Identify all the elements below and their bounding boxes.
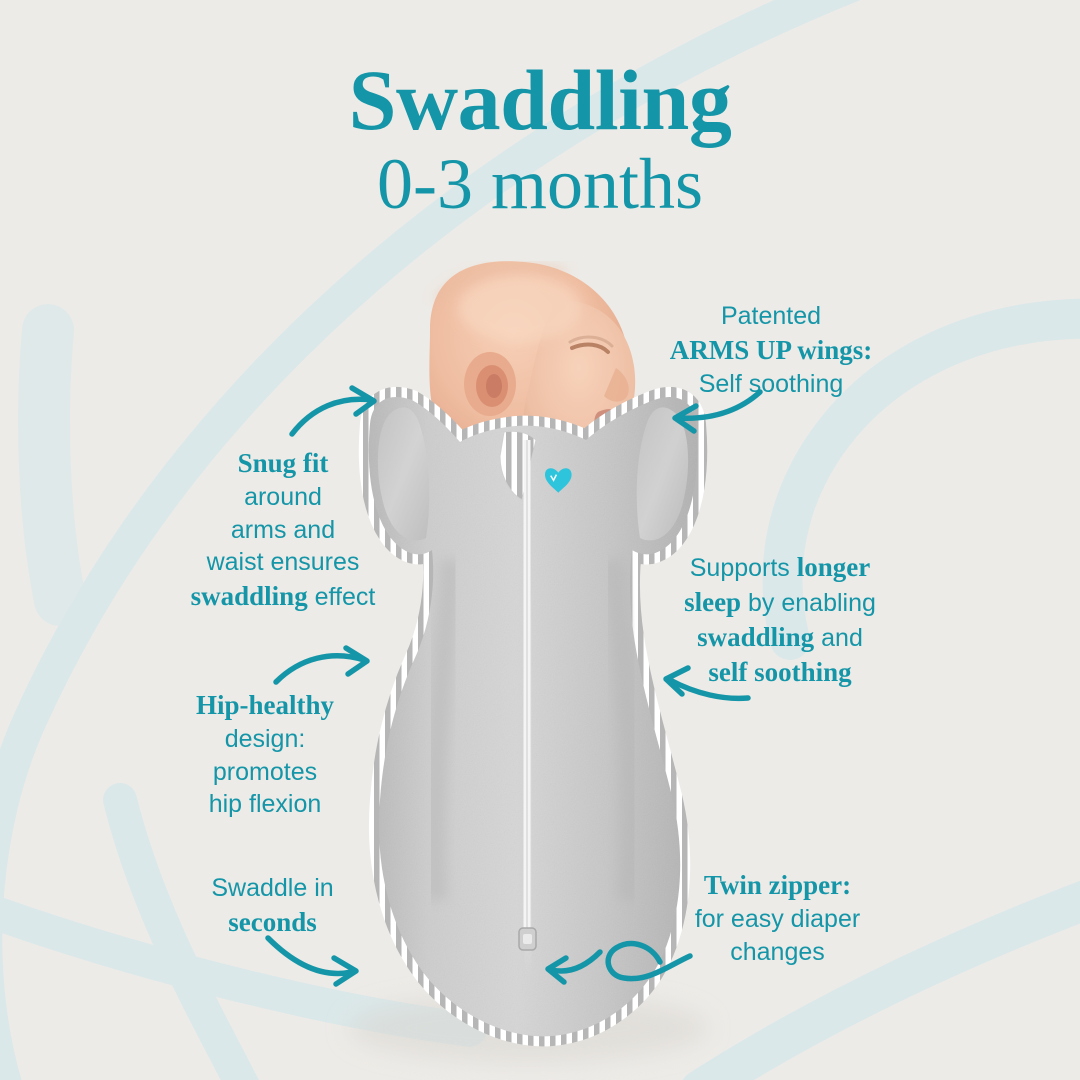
garment-fold-right bbox=[601, 558, 642, 901]
garment-fold-left bbox=[423, 559, 463, 901]
heart-shape bbox=[545, 468, 572, 493]
annotation-hip-healthy: Hip-healthy design: promotes hip flexion bbox=[160, 688, 370, 821]
snug-fit-line1: Snug fit bbox=[237, 448, 329, 478]
swaddle-seconds-line2: seconds bbox=[228, 906, 317, 937]
hip-healthy-line4: hip flexion bbox=[208, 790, 322, 819]
garment-left-wing bbox=[377, 407, 430, 541]
annotation-snug-fit: Snug fit around arms and waist ensures s… bbox=[178, 446, 388, 614]
annotation-longer-sleep: Supports longer sleep by enabling swaddl… bbox=[655, 550, 905, 690]
longer-sleep-l3b: and bbox=[814, 624, 863, 653]
snug-fit-line5-rest: effect bbox=[307, 582, 376, 611]
zipper-pull[interactable] bbox=[518, 927, 537, 951]
hip-healthy-line1: Hip-healthy bbox=[195, 690, 335, 720]
snug-fit-line3: arms and bbox=[230, 515, 336, 544]
twin-zipper[interactable] bbox=[518, 440, 537, 951]
twin-zipper-line3: changes bbox=[730, 937, 825, 966]
title-main-text: Swaddling bbox=[348, 52, 732, 148]
longer-sleep-l2a: sleep bbox=[684, 587, 742, 618]
longer-sleep-l2b: by enabling bbox=[741, 589, 876, 618]
arc-bottom-right-band bbox=[682, 880, 1080, 1080]
swaddle-seconds-line1: Swaddle in bbox=[211, 874, 334, 902]
snug-fit-line5-bold: swaddling bbox=[190, 580, 308, 611]
arc-left-edge-band bbox=[18, 304, 86, 626]
brand-heart-logo bbox=[545, 468, 572, 493]
annotation-swaddle-seconds: Swaddle in seconds bbox=[175, 872, 370, 940]
arc-left-sweep bbox=[0, 0, 861, 1080]
arc-right-sweep bbox=[762, 298, 1080, 660]
baby-hair bbox=[433, 263, 567, 303]
snug-fit-line2: around bbox=[244, 483, 322, 512]
arms-up-line2: ARMS UP wings: bbox=[669, 334, 873, 365]
logo-mark bbox=[550, 474, 558, 482]
longer-sleep-l3a: swaddling bbox=[697, 622, 815, 653]
hip-healthy-line2: design: bbox=[224, 725, 306, 754]
garment-right-wing bbox=[636, 407, 689, 541]
twin-zipper-line2: for easy diaper bbox=[694, 905, 861, 934]
baby-nose bbox=[604, 368, 629, 402]
longer-sleep-l1a: Supports bbox=[689, 554, 797, 582]
swaddle-garment bbox=[369, 397, 697, 1036]
page-title: Swaddling 0-3 months bbox=[0, 52, 1080, 227]
hip-healthy-line3: promotes bbox=[212, 757, 318, 786]
arms-up-line1: Patented bbox=[720, 302, 822, 330]
baby-eye-closed bbox=[570, 342, 610, 354]
forehead-highlight bbox=[458, 274, 582, 342]
longer-sleep-l1b: longer bbox=[796, 552, 871, 582]
title-subtitle-text: 0-3 months bbox=[376, 144, 703, 225]
annotation-twin-zipper: Twin zipper: for easy diaper changes bbox=[660, 868, 895, 968]
baby-eyebrow bbox=[568, 335, 614, 348]
arms-up-line3: Self soothing bbox=[698, 369, 844, 398]
annotation-arms-up: Patented ARMS UP wings: Self soothing bbox=[640, 300, 902, 400]
snug-fit-line4: waist ensures bbox=[206, 548, 360, 577]
longer-sleep-l4a: self soothing bbox=[708, 657, 852, 688]
baby-ear bbox=[464, 352, 516, 416]
twin-zipper-line1: Twin zipper: bbox=[703, 870, 852, 900]
